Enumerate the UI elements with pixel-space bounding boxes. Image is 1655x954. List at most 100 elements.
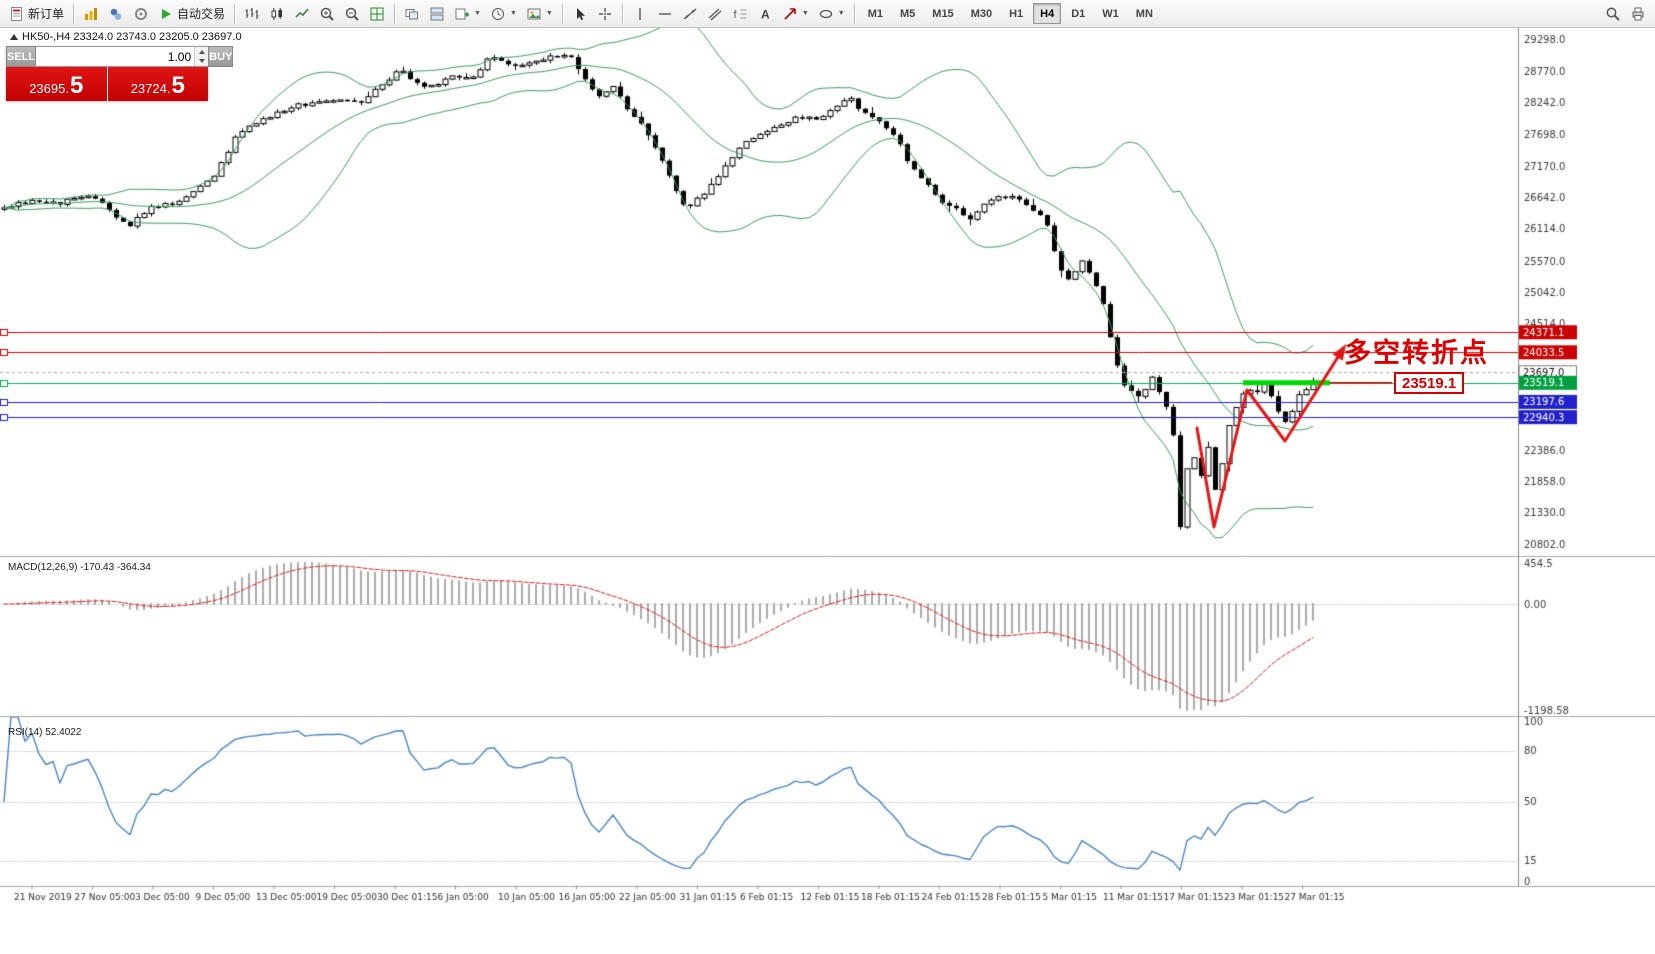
toolbar-separator bbox=[621, 3, 623, 24]
tile-windows-icon[interactable] bbox=[365, 2, 389, 26]
autotrading-button-label: 自动交易 bbox=[177, 7, 226, 21]
fibonacci-icon[interactable]: f bbox=[728, 2, 752, 26]
svg-text:f: f bbox=[733, 9, 737, 21]
chevron-down-icon: ▼ bbox=[801, 10, 809, 17]
toolbar-separator bbox=[394, 3, 396, 24]
svg-text:A: A bbox=[761, 7, 770, 21]
template-icon[interactable]: ▼ bbox=[522, 2, 557, 26]
timeframe-m15-button[interactable]: M15 bbox=[932, 7, 954, 20]
zoom-out-icon bbox=[344, 6, 360, 22]
candlestick-chart-icon bbox=[269, 6, 285, 22]
market-watch-icon[interactable] bbox=[129, 2, 153, 26]
toolbar-separator bbox=[561, 3, 563, 24]
zoom-out-icon[interactable] bbox=[340, 2, 364, 26]
crosshair-icon[interactable] bbox=[593, 2, 617, 26]
arrow-tool-icon bbox=[782, 6, 798, 22]
sell-price-big-digit: 5 bbox=[69, 72, 84, 100]
cursor-icon bbox=[572, 6, 588, 22]
tile-horizontal-icon[interactable] bbox=[425, 2, 449, 26]
fibonacci-icon: f bbox=[732, 6, 748, 22]
buy-button[interactable]: BUY bbox=[208, 46, 234, 67]
channel-icon[interactable] bbox=[703, 2, 727, 26]
tile-horizontal-icon bbox=[429, 6, 445, 22]
new-chart-icon[interactable]: ▼ bbox=[450, 2, 485, 26]
buy-price[interactable]: 23724. 5 bbox=[107, 67, 208, 101]
cursor-icon[interactable] bbox=[568, 2, 592, 26]
shapes-icon bbox=[818, 6, 834, 22]
main-toolbar: 新订单 自动交易 ▼ ▼ ▼ f A ▼ ▼ M1 M5 M15 M30 H1 H4 D1 W1 MN bbox=[0, 0, 1655, 28]
arrow-tool-icon[interactable]: ▼ bbox=[778, 2, 813, 26]
search-icon[interactable] bbox=[1601, 2, 1625, 26]
vertical-line-icon[interactable] bbox=[628, 2, 652, 26]
chart-area[interactable]: HK50-,H4 23324.0 23743.0 23205.0 23697.0… bbox=[0, 28, 1655, 954]
chevron-down-icon: ▼ bbox=[545, 10, 553, 17]
timeframe-m30-button[interactable]: M30 bbox=[970, 7, 993, 20]
timeframe-mn-button[interactable]: MN bbox=[1135, 7, 1153, 20]
chart-canvas[interactable] bbox=[0, 28, 1655, 954]
new-chart-icon bbox=[454, 6, 470, 22]
charts-icon[interactable] bbox=[79, 2, 103, 26]
chevron-down-icon: ▼ bbox=[474, 10, 481, 17]
charts-icon bbox=[83, 6, 99, 22]
bar-chart-icon bbox=[244, 6, 260, 22]
symbol-info-text: HK50-,H4 23324.0 23743.0 23205.0 23697.0 bbox=[22, 31, 242, 43]
volume-decrease-button[interactable] bbox=[195, 57, 208, 67]
period-icon bbox=[490, 6, 506, 22]
symbol-marker-icon bbox=[10, 34, 18, 40]
sell-price[interactable]: 23695. 5 bbox=[6, 67, 107, 101]
shapes-icon[interactable]: ▼ bbox=[814, 2, 849, 26]
bar-chart-icon[interactable] bbox=[240, 2, 264, 26]
channel-icon bbox=[707, 6, 723, 22]
cascade-windows-icon bbox=[404, 6, 420, 22]
volume-control bbox=[36, 46, 209, 67]
text-tool-icon: A bbox=[757, 6, 773, 22]
one-click-trading-panel: SELL BUY 23695.5 23724.5 bbox=[6, 46, 234, 101]
template-icon bbox=[526, 6, 542, 22]
timeframe-h4-button[interactable]: H4 bbox=[1033, 3, 1062, 24]
chevron-down-icon: ▼ bbox=[837, 10, 845, 17]
zoom-in-icon bbox=[319, 6, 335, 22]
cascade-windows-icon[interactable] bbox=[400, 2, 424, 26]
profiles-icon[interactable] bbox=[104, 2, 128, 26]
down-arrow-icon bbox=[198, 59, 205, 64]
buy-price-main: 23724. bbox=[130, 80, 171, 96]
volume-spinner bbox=[194, 47, 209, 67]
chevron-down-icon: ▼ bbox=[509, 10, 517, 17]
timeframe-h1-button[interactable]: H1 bbox=[1009, 7, 1024, 20]
text-tool-icon[interactable]: A bbox=[753, 2, 777, 26]
horizontal-line-icon bbox=[657, 6, 673, 22]
profiles-icon bbox=[108, 6, 124, 22]
timeframe-m1-button[interactable]: M1 bbox=[867, 7, 883, 20]
trendline-icon[interactable] bbox=[678, 2, 702, 26]
new-order-button[interactable]: 新订单 bbox=[5, 2, 68, 26]
sell-button[interactable]: SELL bbox=[6, 46, 37, 67]
toolbar-separator bbox=[73, 3, 75, 24]
candlestick-chart-icon[interactable] bbox=[265, 2, 289, 26]
symbol-info: HK50-,H4 23324.0 23743.0 23205.0 23697.0 bbox=[10, 31, 242, 43]
up-arrow-icon bbox=[198, 49, 205, 54]
toolbar-separator bbox=[234, 3, 236, 24]
search-icon bbox=[1605, 6, 1621, 22]
timeframe-m5-button[interactable]: M5 bbox=[900, 7, 916, 20]
volume-input[interactable] bbox=[36, 47, 195, 66]
zoom-in-icon[interactable] bbox=[315, 2, 339, 26]
buy-price-big-digit: 5 bbox=[171, 72, 185, 100]
print-icon[interactable] bbox=[1626, 2, 1650, 26]
autotrading-icon bbox=[158, 6, 174, 22]
period-icon[interactable]: ▼ bbox=[486, 2, 521, 26]
line-chart-icon[interactable] bbox=[290, 2, 314, 26]
market-watch-icon bbox=[133, 6, 149, 22]
macd-indicator-label: MACD(12,26,9) -170.43 -364.34 bbox=[8, 562, 151, 573]
toolbar-separator bbox=[853, 3, 855, 24]
sell-price-main: 23695. bbox=[29, 80, 69, 96]
new-order-icon bbox=[9, 6, 25, 22]
horizontal-line-icon[interactable] bbox=[653, 2, 677, 26]
timeframe-w1-button[interactable]: W1 bbox=[1102, 7, 1119, 20]
autotrading-button[interactable]: 自动交易 bbox=[154, 2, 229, 26]
rsi-indicator-label: RSI(14) 52.4022 bbox=[8, 727, 82, 738]
volume-increase-button[interactable] bbox=[195, 47, 208, 57]
vertical-line-icon bbox=[632, 6, 648, 22]
trendline-icon bbox=[682, 6, 698, 22]
timeframe-d1-button[interactable]: D1 bbox=[1071, 7, 1086, 20]
